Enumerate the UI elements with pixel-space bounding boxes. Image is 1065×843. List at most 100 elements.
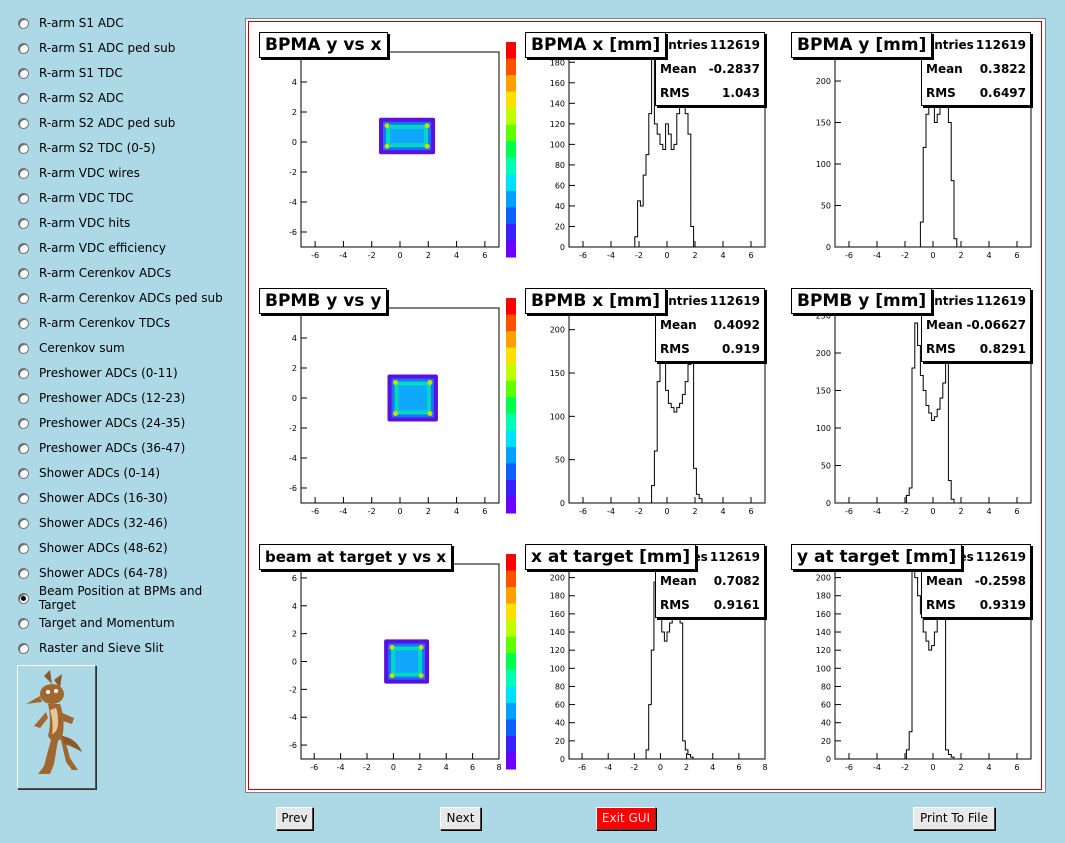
sidebar-item[interactable]: R-arm Cerenkov ADCs [18,263,171,283]
radio-button-icon[interactable] [18,217,29,229]
y-tick-label: 50 [821,202,831,211]
x-tick-label: 0 [664,251,669,260]
radio-button-icon[interactable] [18,367,29,379]
radio-button-icon[interactable] [18,117,29,129]
sidebar-item[interactable]: Raster and Sieve Slit [18,638,164,658]
radio-button-icon[interactable] [18,167,29,179]
radio-button-icon[interactable] [18,292,29,304]
sidebar-item[interactable]: Preshower ADCs (0-11) [18,363,178,383]
radio-button-icon[interactable] [18,592,29,604]
prev-button[interactable]: Prev [276,807,313,830]
sidebar-item[interactable]: Preshower ADCs (36-47) [18,438,185,458]
sidebar-item[interactable]: R-arm S2 ADC ped sub [18,113,175,133]
y-tick-label: 40 [821,719,831,728]
sidebar-item[interactable]: R-arm S1 TDC [18,63,123,83]
color-palette-cell [506,207,516,225]
sidebar-item[interactable]: R-arm S1 ADC [18,13,124,33]
next-button[interactable]: Next [440,807,481,830]
histogram-panel[interactable]: -6 -4 -2 0 2 4 6 0 50 100 150 200 Entries 112619 Mean 0… [525,288,780,528]
y-tick-label: 120 [550,120,565,129]
radio-button-icon[interactable] [18,442,29,454]
radio-button-icon[interactable] [18,517,29,529]
radio-button-icon[interactable] [18,92,29,104]
x-tick-label: 2 [692,251,697,260]
color-palette-cell [506,314,516,332]
scatter-heatmap-panel[interactable]: -6 -4 -2 0 2 4 6 8 -6 -4 -2 0 2 4 6 beam at target y vs… [259,544,516,784]
sidebar-item[interactable]: Shower ADCs (64-78) [18,563,168,583]
sidebar-item[interactable]: Shower ADCs (32-46) [18,513,168,533]
scatter-heatmap-panel[interactable]: -6 -4 -2 0 2 4 6 -6 -4 -2 0 2 4 BPMB y vs y [259,288,516,528]
color-palette-cell [506,587,516,605]
histogram-panel[interactable]: -6-4-202468020406080100120140160180200En… [525,544,780,784]
radio-button-icon[interactable] [18,67,29,79]
x-tick-label: 4 [454,507,459,516]
radio-button-icon[interactable] [18,492,29,504]
y-tick-label: 100 [550,140,565,149]
radio-button-icon[interactable] [18,242,29,254]
stats-value: 0.919 [722,342,760,356]
histogram-panel[interactable]: -6 -4 -2 0 2 4 6 0 50 100 150 200 250 Entries 112619 Me… [791,288,1046,528]
sidebar-item[interactable]: R-arm VDC TDC [18,188,133,208]
sidebar-item[interactable]: Preshower ADCs (24-35) [18,413,185,433]
sidebar-item[interactable]: R-arm S2 TDC (0-5) [18,138,156,158]
sidebar-item[interactable]: Cerenkov sum [18,338,125,358]
x-tick-label: 8 [496,763,501,772]
print-to-file-button[interactable]: Print To File [913,807,995,830]
sidebar-item-label: Beam Position at BPMs and Target [38,584,203,612]
sidebar-item[interactable]: R-arm S2 ADC [18,88,124,108]
radio-button-icon[interactable] [18,317,29,329]
histogram-panel[interactable]: -6 -4 -2 0 2 4 6 0 20 40 60 80 100 120 140 160 180 Entrie… [525,32,780,272]
stats-label: RMS [926,598,956,612]
radio-button-icon[interactable] [18,542,29,554]
radio-button-icon[interactable] [18,392,29,404]
radio-button-icon[interactable] [18,267,29,279]
sidebar-item[interactable]: Shower ADCs (0-14) [18,463,160,483]
radio-button-icon[interactable] [18,467,29,479]
x-tick-label: 0 [391,763,396,772]
x-tick-label: -2 [901,251,909,260]
radio-button-icon[interactable] [18,42,29,54]
histogram-panel[interactable]: -6 -4 -2 0 2 4 6 0 50 100 150 200 Entries 112619 Mean 0… [791,32,1046,272]
radio-button-icon[interactable] [18,417,29,429]
sidebar-item[interactable]: Shower ADCs (48-62) [18,538,168,558]
x-tick-label: 2 [684,763,689,772]
histogram-panel[interactable]: -6-4-20246020406080100120140160180200Ent… [791,544,1046,784]
stats-value: -0.2837 [708,62,760,76]
x-tick-label: 6 [482,507,487,516]
plot-title: beam at target y vs x [259,544,452,570]
x-tick-label: 2 [958,251,963,260]
x-tick-label: 4 [986,763,991,772]
scatter-heatmap-panel[interactable]: -6 -4 -2 0 2 4 6 -6 -4 -2 0 2 4 BPMA y vs x [259,32,516,272]
radio-button-icon[interactable] [18,142,29,154]
sidebar-item[interactable]: Shower ADCs (16-30) [18,488,168,508]
y-tick-label: 0 [560,755,565,764]
sidebar-item[interactable]: Target and Momentum [18,613,175,633]
stats-value: 0.8291 [979,342,1026,356]
y-tick-label: 0 [292,658,297,667]
radio-button-icon[interactable] [18,617,29,629]
x-tick-label: 4 [444,763,449,772]
y-tick-label: 150 [816,119,831,128]
plot-svg: -6 -4 -2 0 2 4 6 8 -6 -4 -2 0 2 4 6 [289,554,516,772]
heatmap-hotspot [424,143,430,149]
exit-gui-button[interactable]: Exit GUI [596,807,656,830]
radio-button-icon[interactable] [18,342,29,354]
sidebar-item[interactable]: Preshower ADCs (12-23) [18,388,185,408]
sidebar-item[interactable]: R-arm VDC wires [18,163,140,183]
stats-label: Mean [926,318,963,332]
plot-canvas: -6 -4 -2 0 2 4 6 -6 -4 -2 0 2 4 BPMA y vs x -6 -4 -2 0 2 4 6… [245,18,1046,793]
y-tick-label: 80 [821,682,831,691]
radio-button-icon[interactable] [18,192,29,204]
sidebar-item[interactable]: R-arm VDC efficiency [18,238,166,258]
sidebar-item[interactable]: R-arm VDC hits [18,213,130,233]
radio-button-icon[interactable] [18,17,29,29]
coyote-logo-button[interactable] [17,665,96,789]
sidebar-item[interactable]: R-arm Cerenkov ADCs ped sub [18,288,223,308]
radio-button-icon[interactable] [18,642,29,654]
sidebar-item[interactable]: R-arm S1 ADC ped sub [18,38,175,58]
x-tick-label: -6 [579,251,587,260]
sidebar-item-label: Shower ADCs (48-62) [39,541,168,555]
sidebar-item[interactable]: R-arm Cerenkov TDCs [18,313,170,333]
radio-button-icon[interactable] [18,567,29,579]
sidebar-item[interactable]: Beam Position at BPMs and Target [18,584,240,612]
